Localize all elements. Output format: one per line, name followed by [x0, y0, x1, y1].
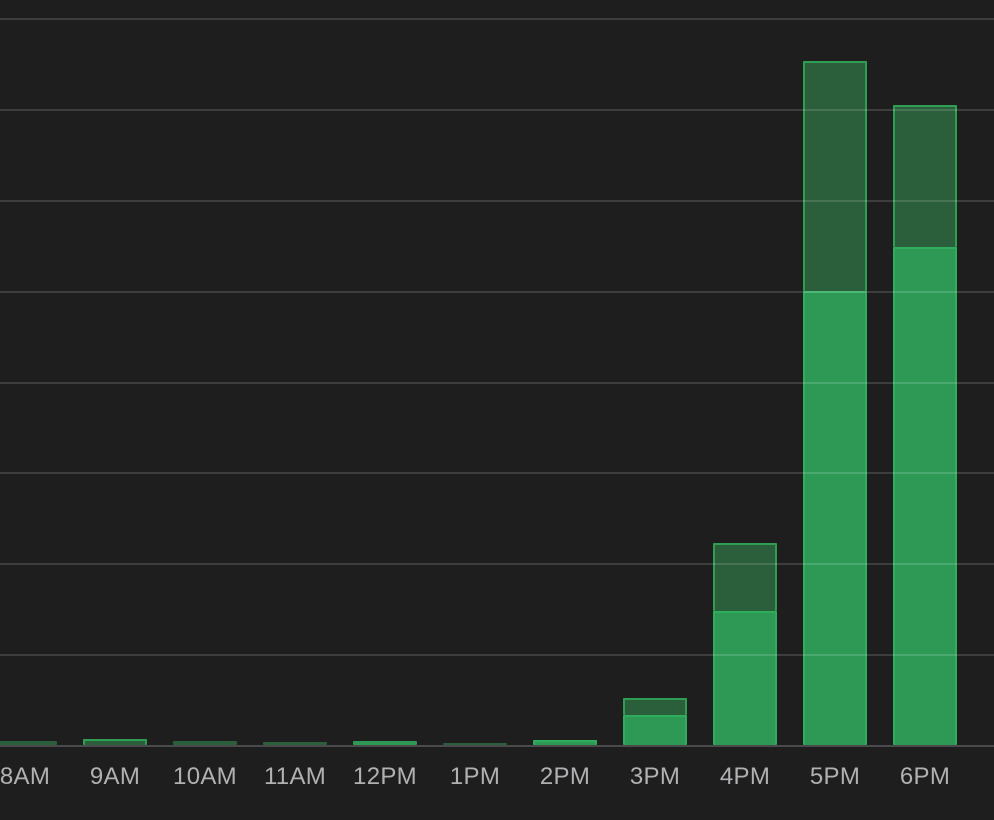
bar-4pm[interactable]	[713, 543, 777, 745]
x-axis-label-11am: 11AM	[263, 763, 327, 790]
x-axis-label-10am: 10AM	[173, 763, 237, 790]
x-axis-label-4pm: 4PM	[719, 763, 771, 790]
bar-segment-dark	[713, 543, 777, 611]
bar-segment-dark	[83, 739, 147, 745]
bar-segment-dark	[173, 741, 237, 745]
x-axis-label-8am: 8AM	[0, 763, 51, 790]
bar-5pm[interactable]	[803, 61, 867, 745]
x-axis-label-3pm: 3PM	[629, 763, 681, 790]
bar-segment-dark	[0, 741, 57, 745]
bar-3pm[interactable]	[623, 698, 687, 745]
x-axis-label-6pm: 6PM	[899, 763, 951, 790]
x-axis-label-9am: 9AM	[89, 763, 141, 790]
bar-segment-light	[353, 741, 417, 745]
bar-1pm[interactable]	[443, 743, 507, 745]
bar-segment-light	[713, 611, 777, 745]
bar-segment-light	[533, 740, 597, 745]
x-axis-line	[0, 745, 994, 747]
bar-12pm[interactable]	[353, 741, 417, 745]
bar-10am[interactable]	[173, 741, 237, 745]
bar-segment-light	[623, 715, 687, 745]
bar-segment-dark	[893, 105, 957, 247]
bar-segment-dark	[443, 743, 507, 745]
x-axis-label-5pm: 5PM	[809, 763, 861, 790]
bar-2pm[interactable]	[533, 740, 597, 745]
bar-8am[interactable]	[0, 741, 57, 745]
bar-segment-light	[893, 247, 957, 745]
bar-segment-dark	[623, 698, 687, 715]
x-axis-label-2pm: 2PM	[539, 763, 591, 790]
bar-6pm[interactable]	[893, 105, 957, 745]
bar-segment-dark	[263, 742, 327, 745]
bar-9am[interactable]	[83, 739, 147, 745]
bar-11am[interactable]	[263, 742, 327, 745]
x-axis-label-1pm: 1PM	[449, 763, 501, 790]
gridline	[0, 18, 994, 20]
bar-segment-light	[803, 291, 867, 745]
x-axis-label-12pm: 12PM	[353, 763, 417, 790]
bar-segment-dark	[803, 61, 867, 291]
